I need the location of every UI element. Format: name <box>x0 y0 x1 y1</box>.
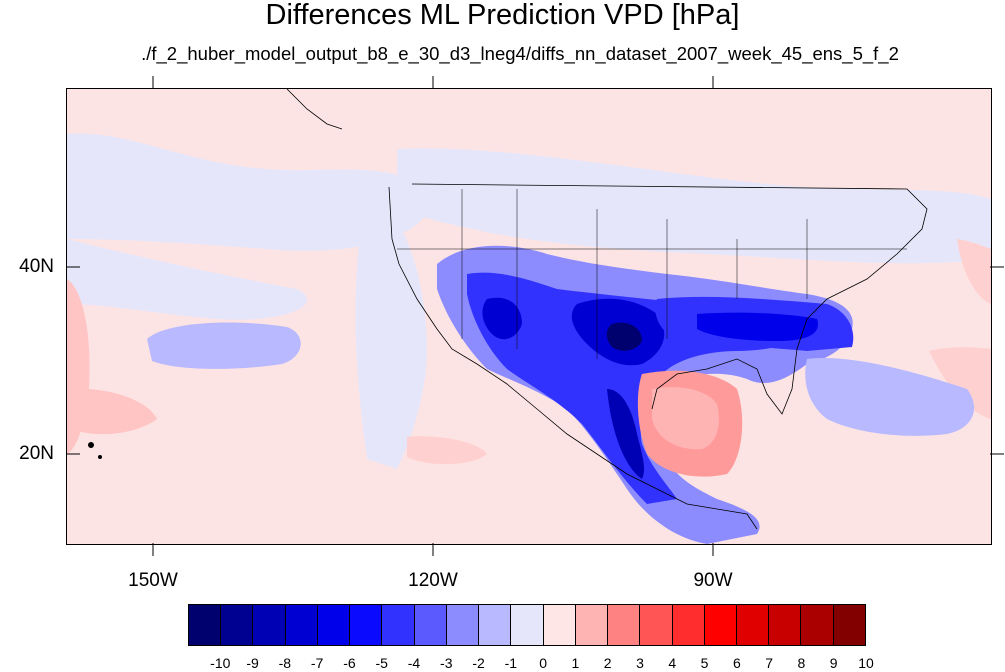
map-title: Differences ML Prediction VPD [hPa] <box>265 0 740 31</box>
colorbar-swatch <box>704 605 737 645</box>
lat-tick-label: 40N <box>19 256 54 277</box>
colorbar-swatch <box>608 605 641 645</box>
map-subtitle: ./f_2_huber_model_output_b8_e_30_d3_lneg… <box>141 43 899 64</box>
colorbar-swatch <box>833 605 865 645</box>
colorbar-label: -7 <box>310 655 324 671</box>
colorbar-label: 7 <box>765 655 774 671</box>
colorbar-label: 3 <box>636 655 644 671</box>
colorbar-label: 10 <box>858 655 874 671</box>
colorbar-label: -2 <box>472 655 485 671</box>
lon-tick-label: 120W <box>408 570 458 591</box>
colorbar-label: 8 <box>797 655 806 671</box>
colorbar-label: -1 <box>504 655 518 671</box>
colorbar-label: -4 <box>407 655 421 671</box>
colorbar-swatch <box>253 605 286 645</box>
colorbar-swatch <box>672 605 705 645</box>
colorbar-swatch <box>801 605 834 645</box>
colorbar-swatch <box>769 605 802 645</box>
vpd-difference-field <box>67 89 991 544</box>
colorbar-label: 9 <box>829 655 838 671</box>
colorbar-label: -3 <box>440 655 453 671</box>
colorbar-swatch <box>736 605 770 645</box>
colorbar-label: 2 <box>603 655 612 671</box>
colorbar-label: 1 <box>571 655 580 671</box>
colorbar-label: -5 <box>375 655 388 671</box>
colorbar-swatch <box>479 605 512 645</box>
colorbar-label: -10 <box>210 655 231 671</box>
colorbar-swatch <box>446 605 480 645</box>
colorbar-label: 4 <box>668 655 677 671</box>
colorbar-label: 6 <box>732 655 741 671</box>
colorbar-swatch <box>382 605 415 645</box>
lat-tick-label: 20N <box>19 443 54 464</box>
lon-tick-label: 150W <box>128 570 178 591</box>
colorbar-swatch <box>575 605 609 645</box>
colorbar-label: -6 <box>343 655 356 671</box>
map-panel <box>66 88 992 545</box>
colorbar-swatch <box>285 605 318 645</box>
lon-tick-label: 90W <box>693 570 733 591</box>
colorbar-swatch <box>350 605 383 645</box>
colorbar <box>188 604 866 646</box>
colorbar-label: -8 <box>278 655 292 671</box>
colorbar-swatch <box>640 605 673 645</box>
colorbar-swatch <box>511 605 544 645</box>
colorbar-label: 5 <box>700 655 709 671</box>
colorbar-swatch <box>317 605 351 645</box>
colorbar-swatch <box>189 605 222 645</box>
colorbar-swatch <box>543 605 576 645</box>
colorbar-swatch <box>221 605 254 645</box>
colorbar-label: -9 <box>246 655 259 671</box>
colorbar-label: 0 <box>539 655 548 671</box>
colorbar-swatch <box>414 605 447 645</box>
